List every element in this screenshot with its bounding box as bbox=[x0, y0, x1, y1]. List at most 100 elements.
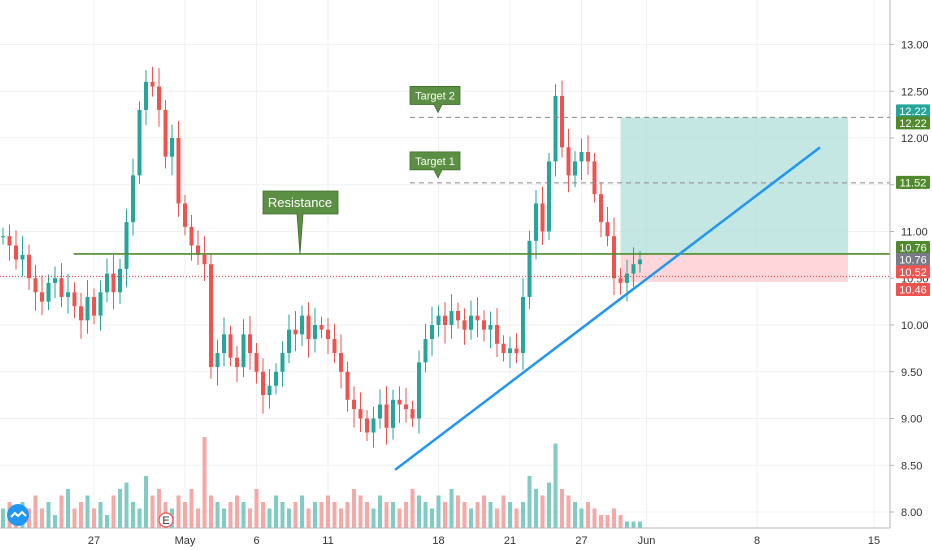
candle-body bbox=[423, 339, 428, 363]
candle-body bbox=[40, 292, 44, 302]
volume-bar bbox=[625, 521, 629, 528]
target-zone bbox=[620, 117, 848, 254]
price-badge bbox=[896, 116, 930, 130]
candle-body bbox=[124, 222, 129, 269]
volume-bar bbox=[417, 495, 421, 528]
volume-bar bbox=[592, 508, 597, 528]
volume-bar bbox=[352, 489, 356, 528]
x-tick-label: 18 bbox=[432, 535, 444, 547]
volume-bar bbox=[196, 508, 200, 528]
candle-body bbox=[66, 292, 70, 297]
long-position-zone[interactable] bbox=[620, 117, 849, 282]
volume-bar bbox=[423, 502, 428, 528]
price-badge bbox=[896, 104, 930, 118]
candle-body bbox=[202, 254, 207, 265]
volume-bar bbox=[46, 502, 51, 528]
price-badge-label: 10.76 bbox=[899, 242, 927, 254]
volume-bar bbox=[488, 502, 493, 528]
volume-bar bbox=[228, 502, 233, 528]
volume-bar bbox=[300, 495, 304, 528]
candle-body bbox=[33, 278, 38, 293]
candle-body bbox=[495, 325, 499, 344]
candle-body bbox=[14, 245, 18, 260]
x-tick-label: 27 bbox=[575, 535, 587, 547]
volume-bar bbox=[605, 515, 610, 528]
volume-bar bbox=[358, 495, 363, 528]
volume-bar bbox=[514, 508, 519, 528]
candle-body bbox=[417, 362, 421, 419]
price-badge bbox=[896, 252, 930, 266]
candle-body bbox=[586, 152, 590, 162]
volume-bar bbox=[618, 515, 623, 528]
x-tick-label: 21 bbox=[504, 535, 516, 547]
drawing-lines[interactable] bbox=[0, 116, 890, 471]
volume-bar bbox=[33, 495, 38, 528]
candle-body bbox=[170, 138, 174, 157]
candle-body bbox=[456, 310, 460, 321]
volume-bar bbox=[462, 502, 467, 528]
annotations[interactable]: Target 1 Target 2 Resistance bbox=[262, 86, 461, 254]
volume-bar bbox=[85, 495, 90, 528]
candle-body bbox=[384, 404, 389, 428]
volume-bar bbox=[40, 508, 44, 528]
candle-body bbox=[547, 161, 551, 232]
volume-bar bbox=[501, 495, 506, 528]
candle-body bbox=[482, 320, 486, 330]
candle-body bbox=[235, 357, 239, 368]
volume-bar bbox=[53, 515, 57, 528]
candle-body bbox=[618, 278, 623, 283]
volume-bar bbox=[443, 502, 447, 528]
volume-bar bbox=[482, 495, 486, 528]
volume-bar bbox=[176, 495, 181, 528]
candle-body bbox=[540, 203, 545, 232]
volume-bar bbox=[287, 508, 291, 528]
y-tick-label: 12.50 bbox=[901, 86, 929, 98]
volume-bar bbox=[267, 508, 272, 528]
volume-bar bbox=[189, 489, 194, 528]
resistance-callout bbox=[262, 190, 339, 254]
time-axis[interactable]: 27 May 6 11 18 21 27 Jun 8 15 bbox=[0, 527, 890, 547]
candle-body bbox=[612, 236, 616, 279]
volume-bar bbox=[631, 521, 636, 528]
candle-body bbox=[469, 315, 473, 330]
target-callout bbox=[409, 151, 461, 179]
volume-bar bbox=[599, 515, 603, 528]
volume-bar bbox=[313, 502, 317, 528]
earnings-event-icon bbox=[158, 512, 174, 528]
volume-bar bbox=[371, 508, 376, 528]
y-tick-label: 10.00 bbox=[901, 320, 929, 332]
candle-body bbox=[92, 296, 96, 316]
x-tick-label: 11 bbox=[322, 535, 333, 547]
volume-bar bbox=[449, 489, 454, 528]
candle-body bbox=[274, 371, 278, 386]
candle-body bbox=[488, 325, 493, 330]
volume-bar bbox=[183, 502, 187, 528]
volume-bar bbox=[339, 508, 343, 528]
earnings-event-label: E bbox=[162, 515, 169, 527]
volume-bar bbox=[391, 502, 395, 528]
volume-bar bbox=[137, 508, 142, 528]
candle-body bbox=[638, 259, 642, 265]
candle-body bbox=[560, 95, 564, 148]
resistance-callout-label: Resistance bbox=[268, 195, 332, 210]
candle-body bbox=[352, 399, 356, 410]
candle-body bbox=[326, 329, 330, 340]
candle-body bbox=[248, 334, 252, 354]
volume-bar bbox=[521, 502, 525, 528]
candle-body bbox=[631, 264, 636, 274]
candle-body bbox=[196, 245, 200, 255]
volume-bar bbox=[215, 502, 220, 528]
volume-bar bbox=[118, 489, 122, 528]
volume-bar bbox=[436, 495, 441, 528]
volume-bar bbox=[150, 495, 155, 528]
volume-bar bbox=[345, 502, 350, 528]
candle-body bbox=[404, 404, 408, 410]
volume-bar bbox=[98, 502, 103, 528]
candle-body bbox=[365, 418, 369, 433]
target-callout bbox=[409, 86, 461, 114]
candle-body bbox=[157, 86, 161, 110]
candle-body bbox=[462, 320, 467, 330]
y-tick-label: 12.00 bbox=[901, 133, 929, 145]
